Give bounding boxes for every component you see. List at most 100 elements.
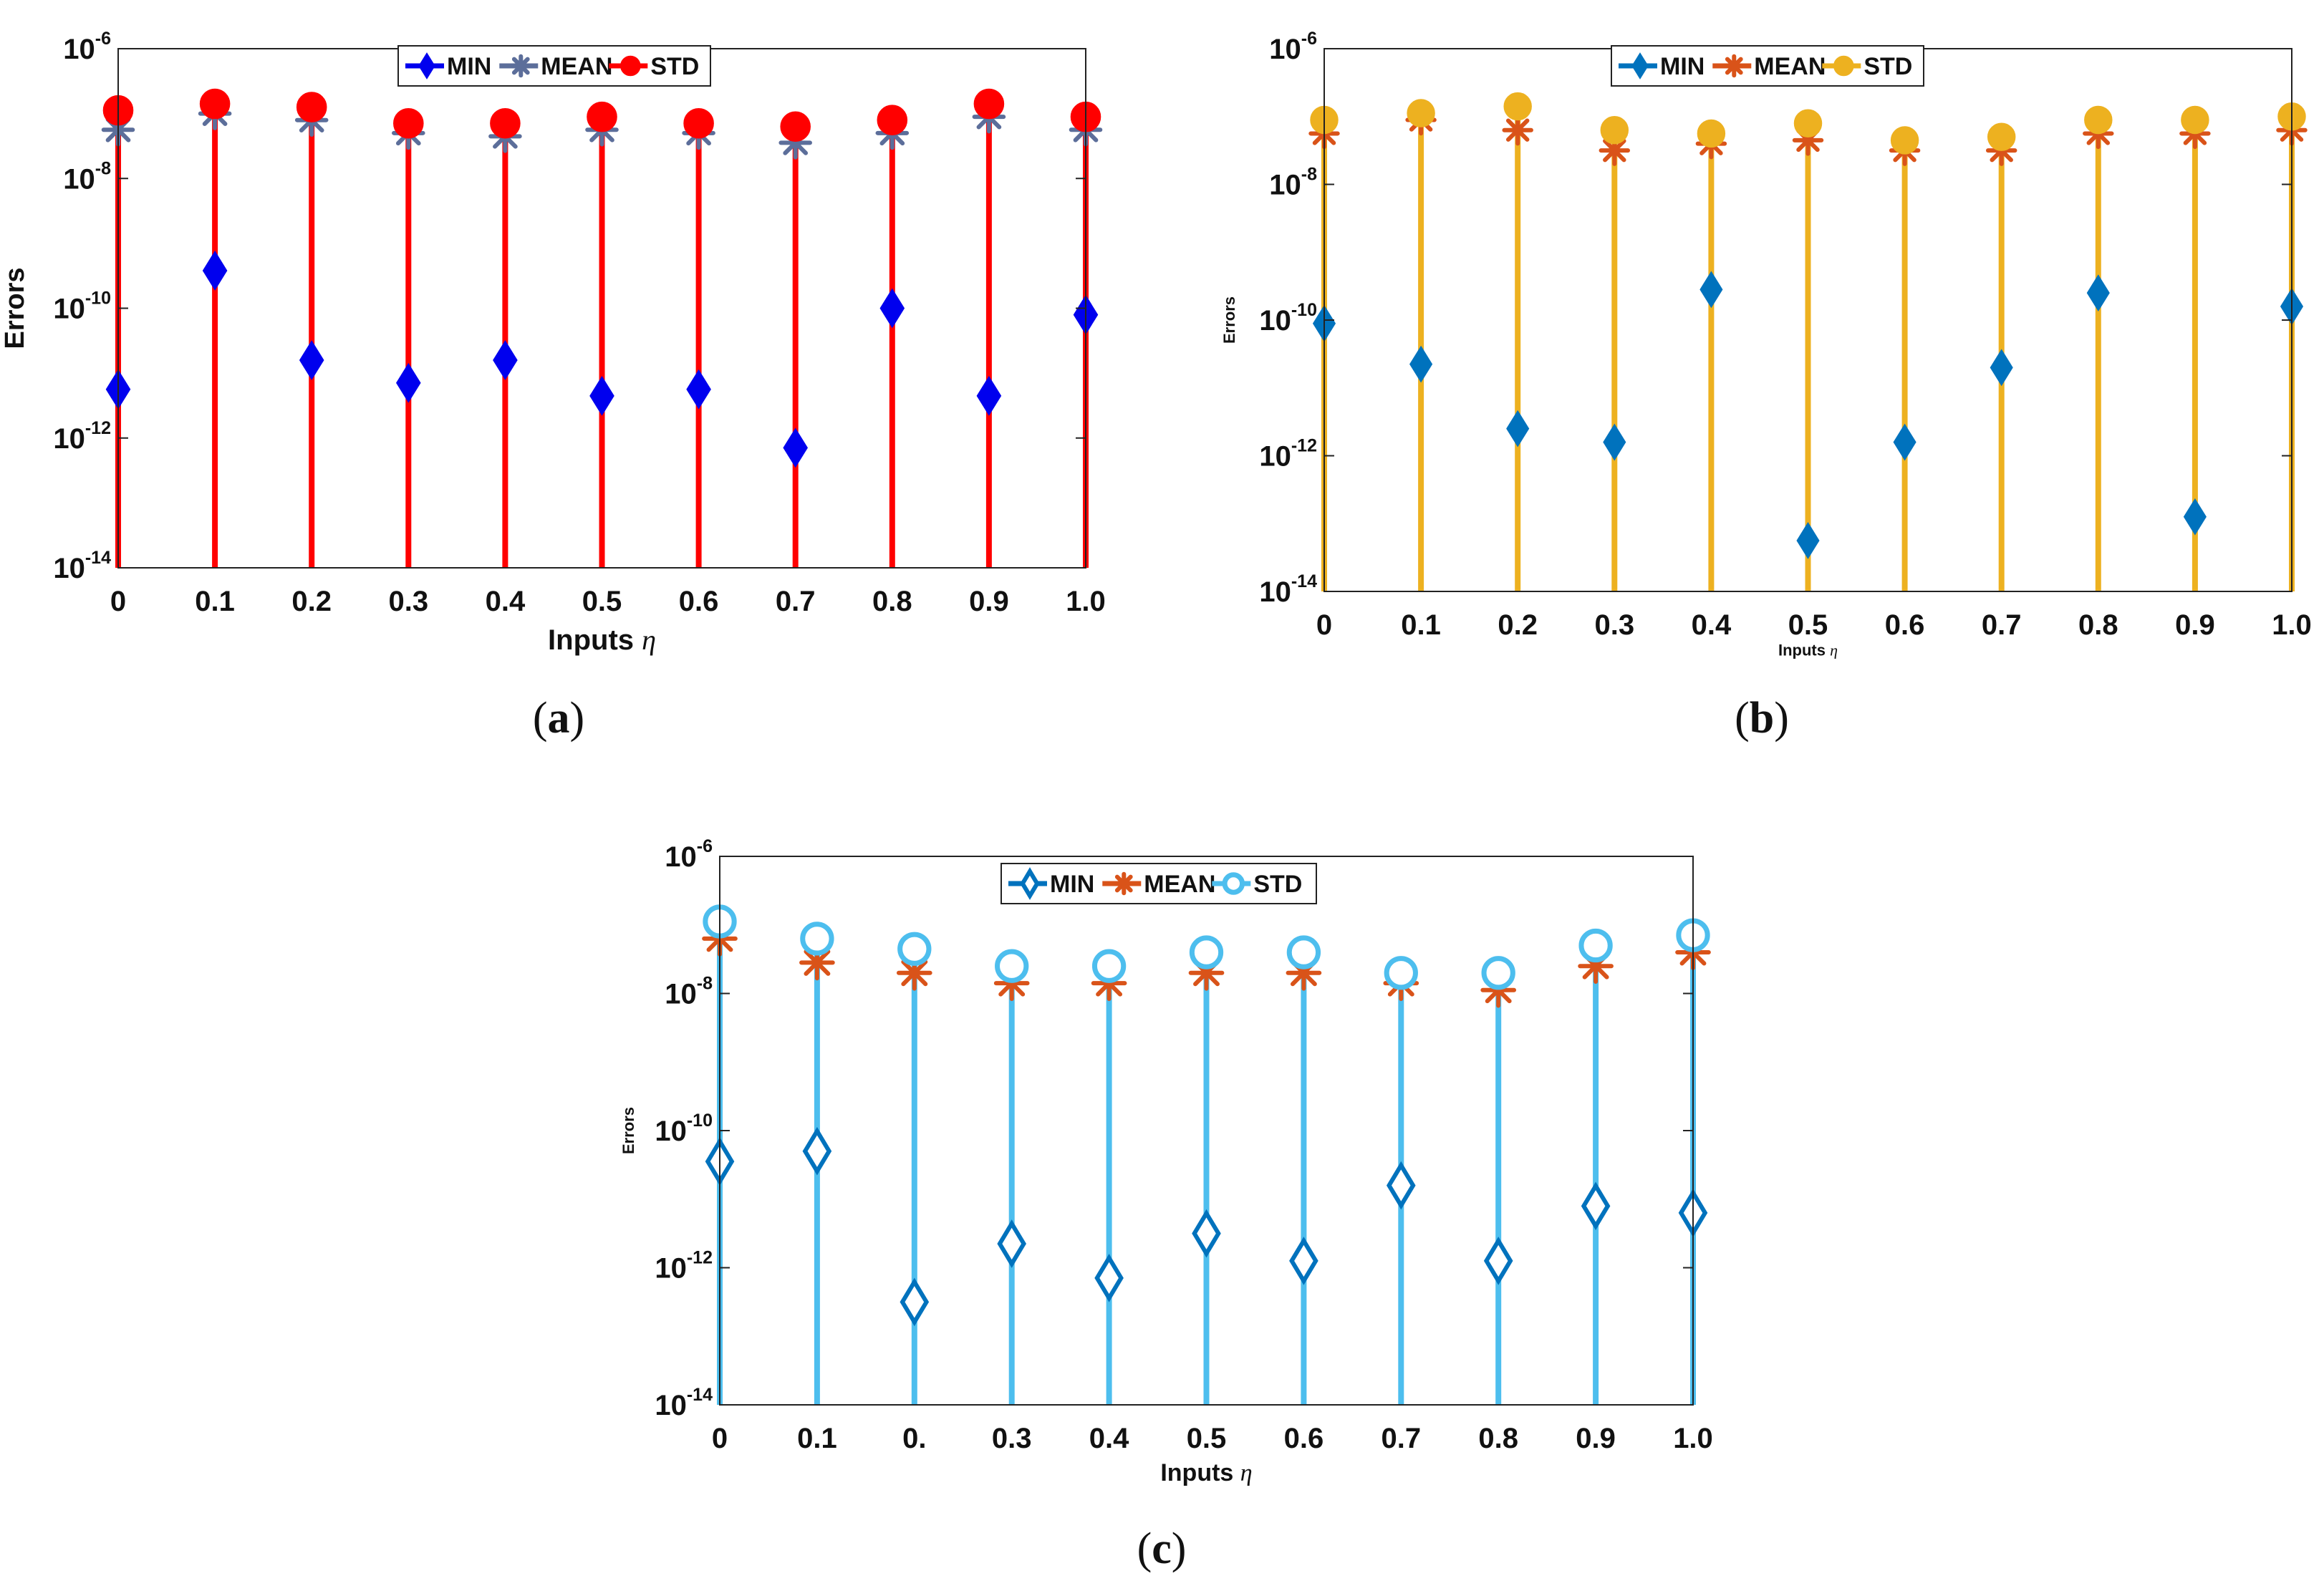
- min-point-8: [1483, 1237, 1513, 1285]
- min-point-1: [802, 1126, 832, 1176]
- panel-label-c: (c): [1137, 1524, 1187, 1573]
- std-point-7: [1987, 122, 2016, 151]
- std-point-2: [1503, 92, 1532, 121]
- ytick-label-4: 10-14: [655, 1385, 713, 1421]
- xtick-label-3: 0.3: [388, 586, 428, 617]
- legend-marker-std: [1833, 55, 1854, 77]
- min-point-7: [783, 427, 808, 468]
- ytick-label-2: 10-10: [53, 289, 111, 325]
- ytick-label-0: 10-6: [665, 836, 713, 873]
- std-point-9: [2181, 105, 2209, 135]
- y-axis-label: Errors: [1220, 296, 1238, 344]
- series-std: [1310, 92, 2306, 155]
- std-point-1: [800, 922, 834, 956]
- legend-item-std: STD: [1822, 53, 1912, 80]
- xtick-label-6: 0.6: [1284, 1423, 1324, 1454]
- xtick-label-2: 0.: [902, 1423, 926, 1454]
- min-point-9: [1581, 1181, 1611, 1231]
- std-point-6: [683, 107, 714, 139]
- ytick-label-2: 10-10: [1259, 300, 1317, 337]
- chart-panel-b: 10-6 10-8 10-10 10-12 10-140 0.1 0.2 0.3 0.4 0.5 0…: [1220, 29, 2312, 743]
- legend-label-std: STD: [650, 53, 699, 80]
- xtick-label-10: 1.0: [1066, 586, 1106, 617]
- legend-marker-min: [1631, 52, 1649, 79]
- min-point-6: [1289, 1237, 1318, 1285]
- xtick-label-3: 0.3: [1594, 609, 1634, 641]
- mean-point-8: [1480, 972, 1517, 1008]
- xtick-label-7: 0.7: [1982, 609, 2022, 641]
- std-point-8: [877, 105, 908, 135]
- std-point-1: [199, 88, 231, 120]
- ytick-exponent-0: -6: [95, 29, 111, 49]
- xtick-label-6: 0.6: [1885, 609, 1925, 641]
- x-axis-label: Inputs η: [1160, 1459, 1252, 1486]
- min-point-4: [1094, 1254, 1124, 1302]
- ytick-exponent-0: -6: [697, 836, 713, 856]
- series-min: [705, 1126, 1708, 1327]
- legend-marker-std: [1222, 872, 1245, 895]
- xtick-label-0: 0: [712, 1423, 728, 1454]
- legend-marker-min: [1020, 867, 1040, 900]
- std-point-1: [1407, 99, 1435, 127]
- ytick-label-3: 10-12: [53, 418, 111, 455]
- chart-panel-c: 10-6 10-8 10-10 10-12 10-140 0.1 0. 0.3 0.4 0.5 0.…: [619, 836, 1713, 1573]
- xtick-label-4: 0.4: [1692, 609, 1732, 641]
- mean-point-2: [896, 954, 932, 991]
- ytick-exponent-1: -8: [95, 158, 111, 178]
- legend-marker-mean: [1112, 871, 1136, 896]
- legend-marker-std: [620, 55, 641, 77]
- xtick-label-0: 0: [1316, 609, 1332, 641]
- xtick-label-1: 0.1: [195, 586, 235, 617]
- xtick-label-1: 0.1: [797, 1423, 837, 1454]
- ytick-label-3: 10-12: [1259, 436, 1317, 473]
- legend-marker-mean: [1722, 54, 1746, 78]
- ytick-label-3: 10-12: [655, 1248, 713, 1285]
- xtick-label-4: 0.4: [1089, 1423, 1129, 1454]
- std-point-4: [1697, 119, 1726, 148]
- xtick-label-9: 0.9: [2175, 609, 2215, 641]
- y-axis-label: Errors: [619, 1107, 637, 1154]
- min-point-5: [1192, 1209, 1221, 1258]
- ytick-label-2: 10-10: [655, 1111, 713, 1147]
- std-point-8: [2084, 105, 2113, 135]
- min-point-5: [1796, 522, 1820, 559]
- legend-item-mean: MEAN: [1712, 53, 1826, 80]
- legend-item-min: MIN: [405, 52, 491, 80]
- legend-label-mean: MEAN: [1754, 53, 1826, 80]
- ytick-label-0: 10-6: [1269, 29, 1317, 65]
- legend-label-mean: MEAN: [1144, 871, 1215, 898]
- ytick-exponent-4: -14: [687, 1385, 713, 1405]
- mean-point-7: [778, 126, 812, 160]
- legend-label-std: STD: [1863, 53, 1912, 80]
- chart-panel-a: 10-6 10-8 10-10 10-12 10-140 0.1 0.2 0.3 0.4 0.5 0…: [0, 29, 1106, 743]
- legend-marker-min: [418, 52, 435, 79]
- ytick-exponent-2: -10: [1291, 300, 1317, 320]
- legend-label-mean: MEAN: [541, 53, 612, 80]
- ytick-exponent-1: -8: [1301, 165, 1317, 185]
- min-point-3: [396, 362, 421, 403]
- series-std: [703, 904, 1710, 990]
- legend-item-mean: MEAN: [1102, 871, 1215, 898]
- min-point-7: [1990, 349, 2013, 387]
- ytick-exponent-3: -12: [1291, 436, 1317, 456]
- ytick-exponent-0: -6: [1301, 29, 1317, 49]
- std-point-6: [1890, 126, 1919, 155]
- ytick-label-1: 10-8: [665, 974, 713, 1010]
- min-point-7: [1387, 1161, 1416, 1210]
- xtick-label-5: 0.5: [582, 586, 622, 617]
- xtick-label-8: 0.8: [2078, 609, 2118, 641]
- legend: MIN MEAN STD: [1001, 863, 1317, 904]
- xtick-label-2: 0.2: [291, 586, 332, 617]
- std-point-2: [897, 932, 932, 966]
- std-point-7: [1384, 956, 1418, 990]
- min-point-9: [976, 375, 1002, 416]
- std-point-3: [995, 949, 1029, 983]
- min-point-2: [299, 340, 324, 380]
- std-point-4: [490, 107, 521, 139]
- min-point-1: [202, 251, 228, 291]
- legend-box: [397, 45, 711, 87]
- min-point-6: [1893, 423, 1916, 461]
- xtick-label-8: 0.8: [1478, 1423, 1518, 1454]
- min-point-4: [1699, 271, 1723, 309]
